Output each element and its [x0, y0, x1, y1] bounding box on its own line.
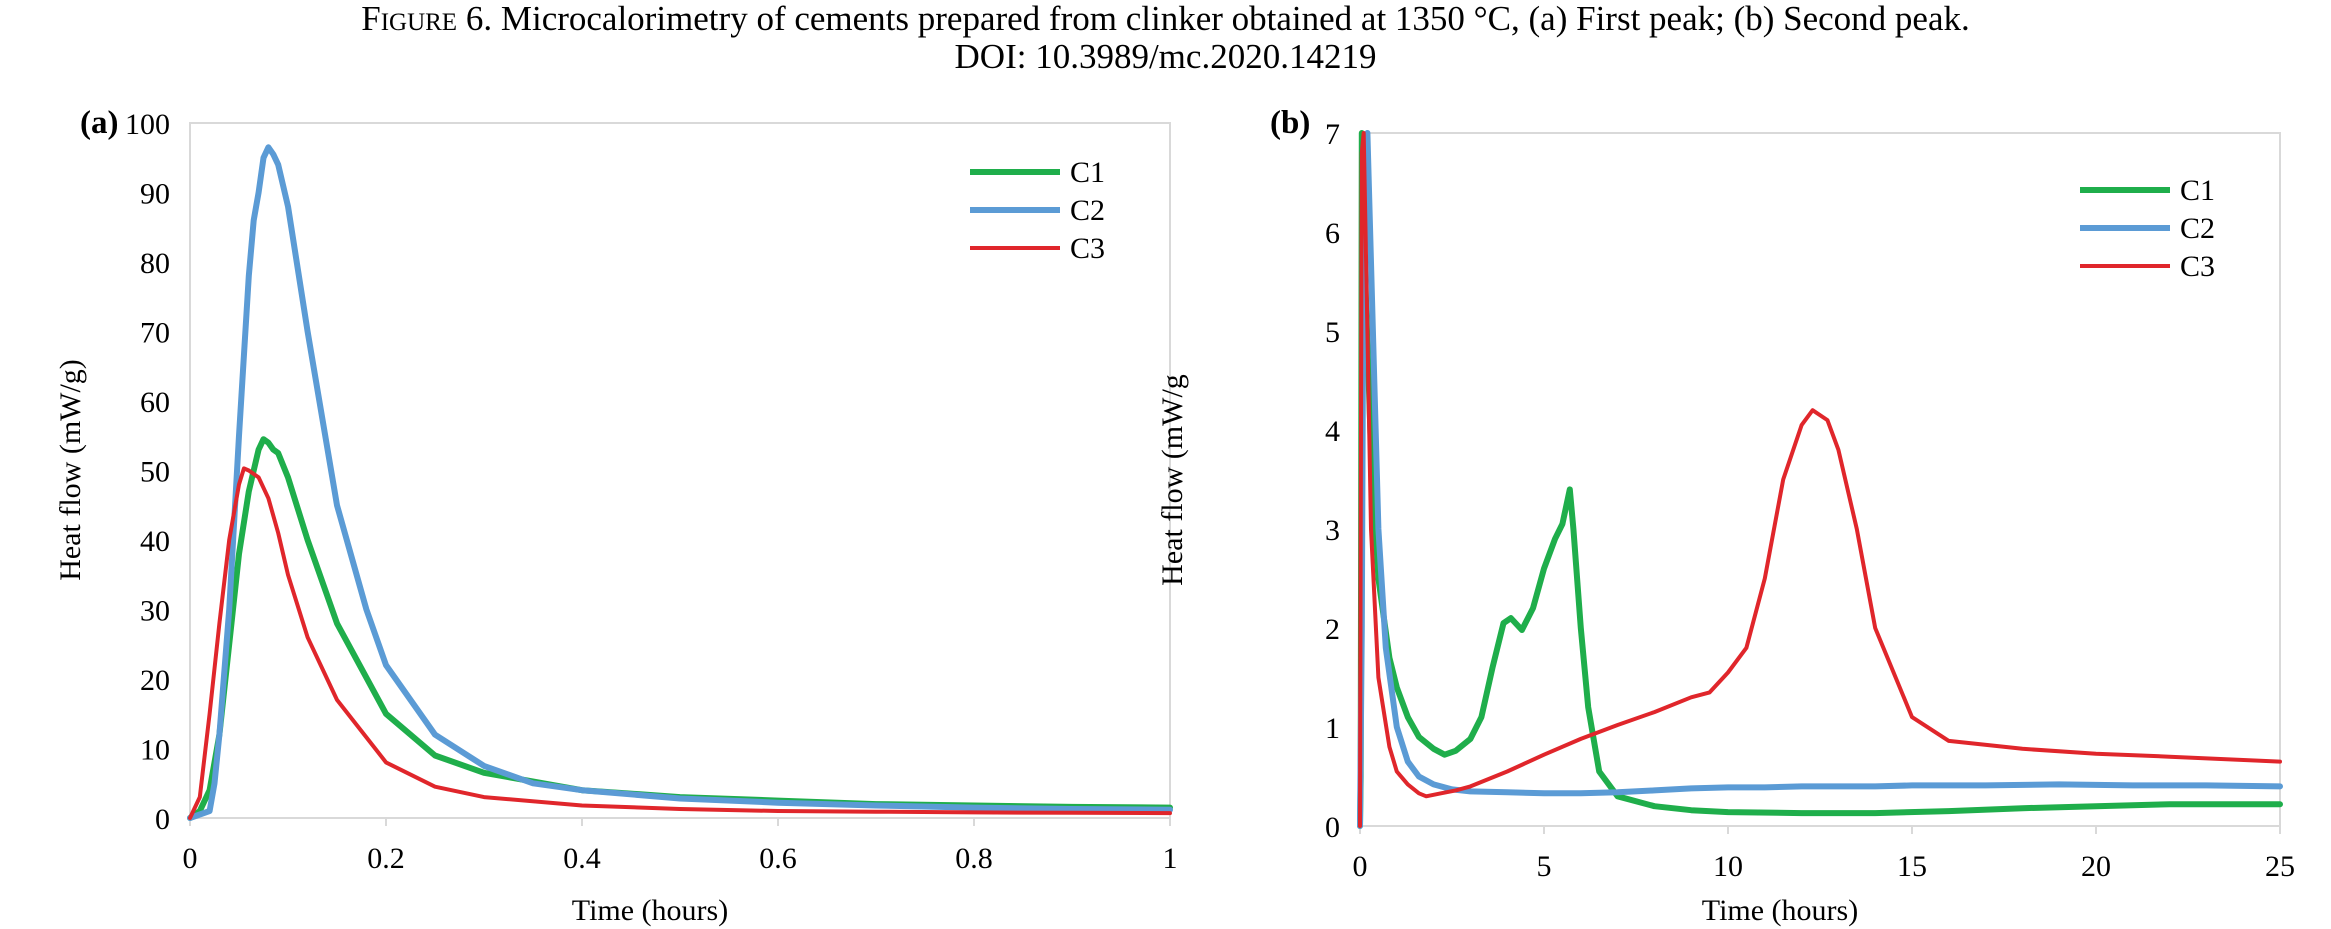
caption-text: Microcalorimetry of cements prepared fro…: [500, 0, 1970, 38]
legend-label-c1: C1: [1070, 156, 1105, 189]
panel-label: (a): [80, 105, 118, 141]
x-axis-label: Time (hours): [1702, 894, 1858, 927]
y-axis-label: Heat flow (mW/g): [54, 359, 87, 581]
figure-caption: Figure 6. Microcalorimetry of cements pr…: [0, 0, 2331, 38]
y-tick-label: 60: [140, 386, 170, 419]
x-tick-label: 20: [2081, 850, 2111, 883]
figure-label: Figure 6.: [361, 0, 493, 38]
y-tick-label: 50: [140, 456, 170, 489]
series-line-c1: [1357, 130, 2283, 829]
y-tick-label: 100: [125, 108, 170, 141]
y-tick-label: 5: [1325, 316, 1340, 349]
y-tick-label: 90: [140, 178, 170, 211]
x-tick-label: 5: [1537, 850, 1552, 883]
x-tick-label: 0.8: [955, 842, 993, 875]
series-line-c2: [1357, 130, 2283, 829]
y-tick-label: 6: [1325, 217, 1340, 250]
legend-label-c3: C3: [2180, 250, 2215, 283]
y-tick-label: 40: [140, 525, 170, 558]
y-tick-label: 80: [140, 247, 170, 280]
x-tick-label: 25: [2265, 850, 2295, 883]
y-axis-label: Heat flow (mW/g: [1156, 374, 1189, 586]
legend-label-c2: C2: [2180, 212, 2215, 245]
y-tick-label: 30: [140, 595, 170, 628]
legend-label-c1: C1: [2180, 174, 2215, 207]
legend-label-c3: C3: [1070, 232, 1105, 265]
legend-label-c2: C2: [1070, 194, 1105, 227]
y-tick-label: 0: [155, 803, 170, 836]
plot-frame: [189, 122, 1171, 819]
chart-panel-a: (a) 0 10 20 30 40 50 60 70 80 90 100 0 0.2 0.4 0.6 0.8 1 T…: [54, 105, 1178, 927]
y-tick-label: 70: [140, 317, 170, 350]
plot-frame: [1359, 132, 2281, 827]
x-tick-label: 15: [1897, 850, 1927, 883]
series-line-c3: [188, 466, 1172, 820]
y-tick-label: 4: [1325, 415, 1340, 448]
x-axis-label: Time (hours): [572, 894, 728, 927]
y-tick-label: 20: [140, 664, 170, 697]
x-tick-label: 0.6: [759, 842, 797, 875]
y-tick-label: 2: [1325, 613, 1340, 646]
x-tick-label: 0.2: [367, 842, 405, 875]
x-tick-label: 0.4: [563, 842, 601, 875]
chart-panel-b: (b) 0 1 2 3 4 5 6 7 0 5 10 15 20 25 Time (hours) Heat fl…: [1156, 105, 2295, 927]
series-line-c3: [1358, 131, 2282, 828]
y-tick-label: 0: [1325, 811, 1340, 844]
x-tick-label: 0: [1353, 850, 1368, 883]
y-tick-label: 10: [140, 734, 170, 767]
panel-label: (b): [1270, 105, 1310, 141]
y-tick-label: 7: [1325, 118, 1340, 151]
x-tick-label: 0: [183, 842, 198, 875]
y-tick-label: 1: [1325, 712, 1340, 745]
x-tick-label: 1: [1163, 842, 1178, 875]
y-tick-label: 3: [1325, 514, 1340, 547]
caption-doi: DOI: 10.3989/mc.2020.14219: [954, 37, 1377, 76]
x-tick-label: 10: [1713, 850, 1743, 883]
